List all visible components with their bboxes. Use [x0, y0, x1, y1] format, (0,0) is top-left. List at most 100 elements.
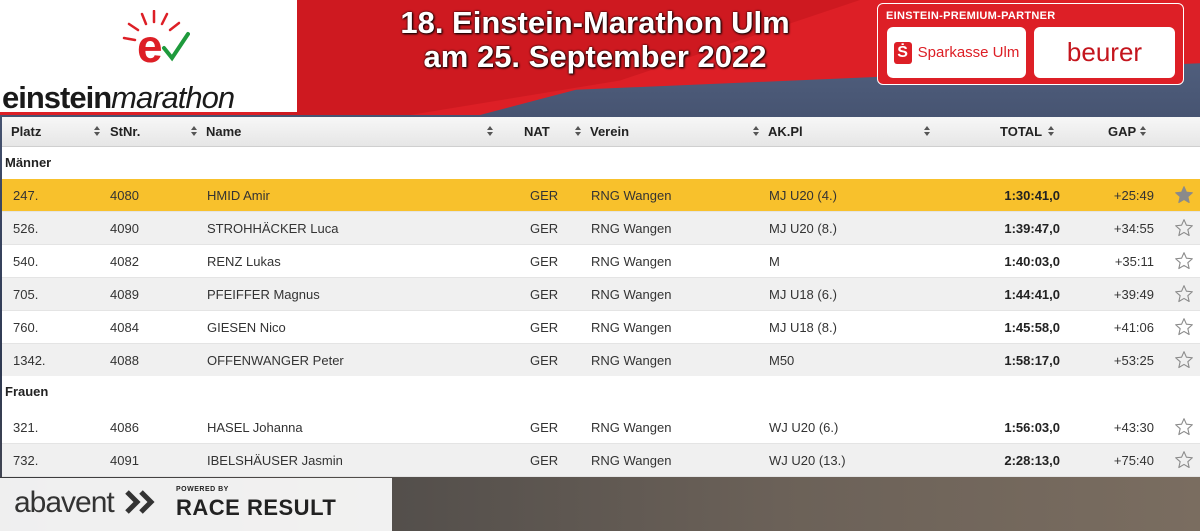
cell-platz: 732. [13, 453, 39, 468]
cell-platz: 1342. [13, 353, 46, 368]
star-icon[interactable] [1174, 218, 1194, 238]
sponsor-sparkasse-label: Sparkasse Ulm [917, 44, 1020, 61]
cell-verein: RNG Wangen [591, 353, 672, 368]
table-row[interactable]: 321. 4086 HASEL Johanna GER RNG Wangen WJ U20… [2, 411, 1200, 444]
title-line-2: am 25. September 2022 [423, 39, 767, 74]
column-header-total[interactable]: TOTAL [1000, 124, 1043, 139]
cell-stnr: 4086 [110, 420, 139, 435]
star-icon[interactable] [1174, 251, 1194, 271]
sparkasse-icon: Ṡ [893, 41, 912, 64]
cell-gap: +41:06 [1113, 320, 1154, 335]
cell-nat: GER [530, 287, 559, 302]
cell-gap: +25:49 [1113, 188, 1154, 203]
cell-gap: +53:25 [1113, 353, 1154, 368]
cell-name[interactable]: HASEL Johanna [207, 420, 303, 435]
cell-stnr: 4091 [110, 453, 139, 468]
table-row[interactable]: 526. 4090 STROHHÄCKER Luca GER RNG Wangen MJ … [2, 212, 1200, 245]
cell-total: 1:58:17,0 [1004, 353, 1060, 368]
cell-name[interactable]: STROHHÄCKER Luca [207, 221, 339, 236]
cell-name[interactable]: HMID Amir [207, 188, 270, 203]
cell-gap: +34:55 [1113, 221, 1154, 236]
sort-icon[interactable] [94, 126, 100, 136]
chevron-right-icon [125, 490, 155, 514]
cell-nat: GER [530, 420, 559, 435]
cell-verein: RNG Wangen [591, 287, 672, 302]
cell-stnr: 4089 [110, 287, 139, 302]
cell-verein: RNG Wangen [591, 453, 672, 468]
cell-platz: 321. [13, 420, 39, 435]
cell-verein: RNG Wangen [591, 221, 672, 236]
logo-e-check-icon: e [122, 10, 190, 70]
cell-name[interactable]: RENZ Lukas [207, 254, 281, 269]
page-title: 18. Einstein-Marathon Ulm am 25. Septemb… [330, 6, 860, 74]
table-header: Platz StNr. Name NAT Verein AK.Pl TOTAL … [2, 117, 1200, 147]
cell-ak: MJ U20 (8.) [769, 221, 837, 236]
table-row[interactable]: 705. 4089 PFEIFFER Magnus GER RNG Wangen MJ U… [2, 278, 1200, 311]
footer-logo-area [0, 478, 392, 531]
event-logo[interactable]: e einsteinmarathon [0, 0, 297, 115]
group-header-women: Frauen [2, 376, 1200, 406]
cell-gap: +39:49 [1113, 287, 1154, 302]
sort-icon[interactable] [924, 126, 930, 136]
svg-text:e: e [137, 20, 163, 70]
column-header-ak[interactable]: AK.Pl [768, 124, 803, 139]
star-icon[interactable] [1174, 317, 1194, 337]
cell-verein: RNG Wangen [591, 188, 672, 203]
cell-total: 2:28:13,0 [1004, 453, 1060, 468]
cell-name[interactable]: PFEIFFER Magnus [207, 287, 320, 302]
column-header-platz[interactable]: Platz [11, 124, 42, 139]
results-table: Platz StNr. Name NAT Verein AK.Pl TOTAL … [2, 117, 1200, 477]
column-header-stnr[interactable]: StNr. [110, 124, 141, 139]
column-header-verein[interactable]: Verein [590, 124, 630, 139]
cell-nat: GER [530, 353, 559, 368]
cell-name[interactable]: OFFENWANGER Peter [207, 353, 344, 368]
star-icon[interactable] [1174, 350, 1194, 370]
cell-stnr: 4088 [110, 353, 139, 368]
cell-name[interactable]: GIESEN Nico [207, 320, 286, 335]
table-row[interactable]: 247. 4080 HMID Amir GER RNG Wangen MJ U20 (4.… [2, 179, 1200, 212]
star-icon[interactable] [1174, 284, 1194, 304]
sponsor-beurer-logo[interactable]: beurer [1034, 27, 1175, 78]
cell-total: 1:30:41,0 [1004, 188, 1060, 203]
sort-icon[interactable] [487, 126, 493, 136]
table-row[interactable]: 732. 4091 IBELSHÄUSER Jasmin GER RNG Wangen W… [2, 444, 1200, 477]
cell-ak: MJ U18 (8.) [769, 320, 837, 335]
sort-icon[interactable] [1048, 126, 1054, 136]
cell-ak: MJ U20 (4.) [769, 188, 837, 203]
cell-stnr: 4080 [110, 188, 139, 203]
cell-verein: RNG Wangen [591, 320, 672, 335]
sort-icon[interactable] [753, 126, 759, 136]
title-line-1: 18. Einstein-Marathon Ulm [400, 5, 790, 40]
table-row[interactable]: 540. 4082 RENZ Lukas GER RNG Wangen M 1:40:03,… [2, 245, 1200, 278]
logo-wordmark: einsteinmarathon [2, 80, 235, 115]
abavent-logo[interactable]: abavent [14, 486, 115, 519]
partner-box: EINSTEIN-PREMIUM-PARTNER Ṡ Sparkasse Ulm… [877, 3, 1184, 85]
cell-stnr: 4090 [110, 221, 139, 236]
raceresult-logo[interactable]: RACE RESULT [176, 495, 337, 520]
table-row[interactable]: 1342. 4088 OFFENWANGER Peter GER RNG Wangen M… [2, 344, 1200, 377]
cell-nat: GER [530, 254, 559, 269]
cell-ak: M [769, 254, 780, 269]
cell-nat: GER [530, 221, 559, 236]
column-header-nat[interactable]: NAT [524, 124, 550, 139]
cell-ak: WJ U20 (6.) [769, 420, 839, 435]
cell-total: 1:56:03,0 [1004, 420, 1060, 435]
sponsor-sparkasse-logo[interactable]: Ṡ Sparkasse Ulm [887, 27, 1026, 78]
group-label: Männer [5, 155, 52, 170]
cell-ak: MJ U18 (6.) [769, 287, 837, 302]
column-header-name[interactable]: Name [206, 124, 242, 139]
table-row[interactable]: 760. 4084 GIESEN Nico GER RNG Wangen MJ U18 (… [2, 311, 1200, 344]
sort-icon[interactable] [1140, 126, 1146, 136]
sort-icon[interactable] [575, 126, 581, 136]
cell-total: 1:40:03,0 [1004, 254, 1060, 269]
star-icon[interactable] [1174, 185, 1194, 205]
column-header-gap[interactable]: GAP [1108, 124, 1137, 139]
powered-by-label: POWERED BY [176, 486, 229, 493]
star-icon[interactable] [1174, 450, 1194, 470]
sort-icon[interactable] [191, 126, 197, 136]
star-icon[interactable] [1174, 417, 1194, 437]
cell-total: 1:45:58,0 [1004, 320, 1060, 335]
group-header-men: Männer [2, 147, 1200, 177]
cell-gap: +35:11 [1114, 254, 1154, 269]
cell-name[interactable]: IBELSHÄUSER Jasmin [207, 453, 343, 468]
